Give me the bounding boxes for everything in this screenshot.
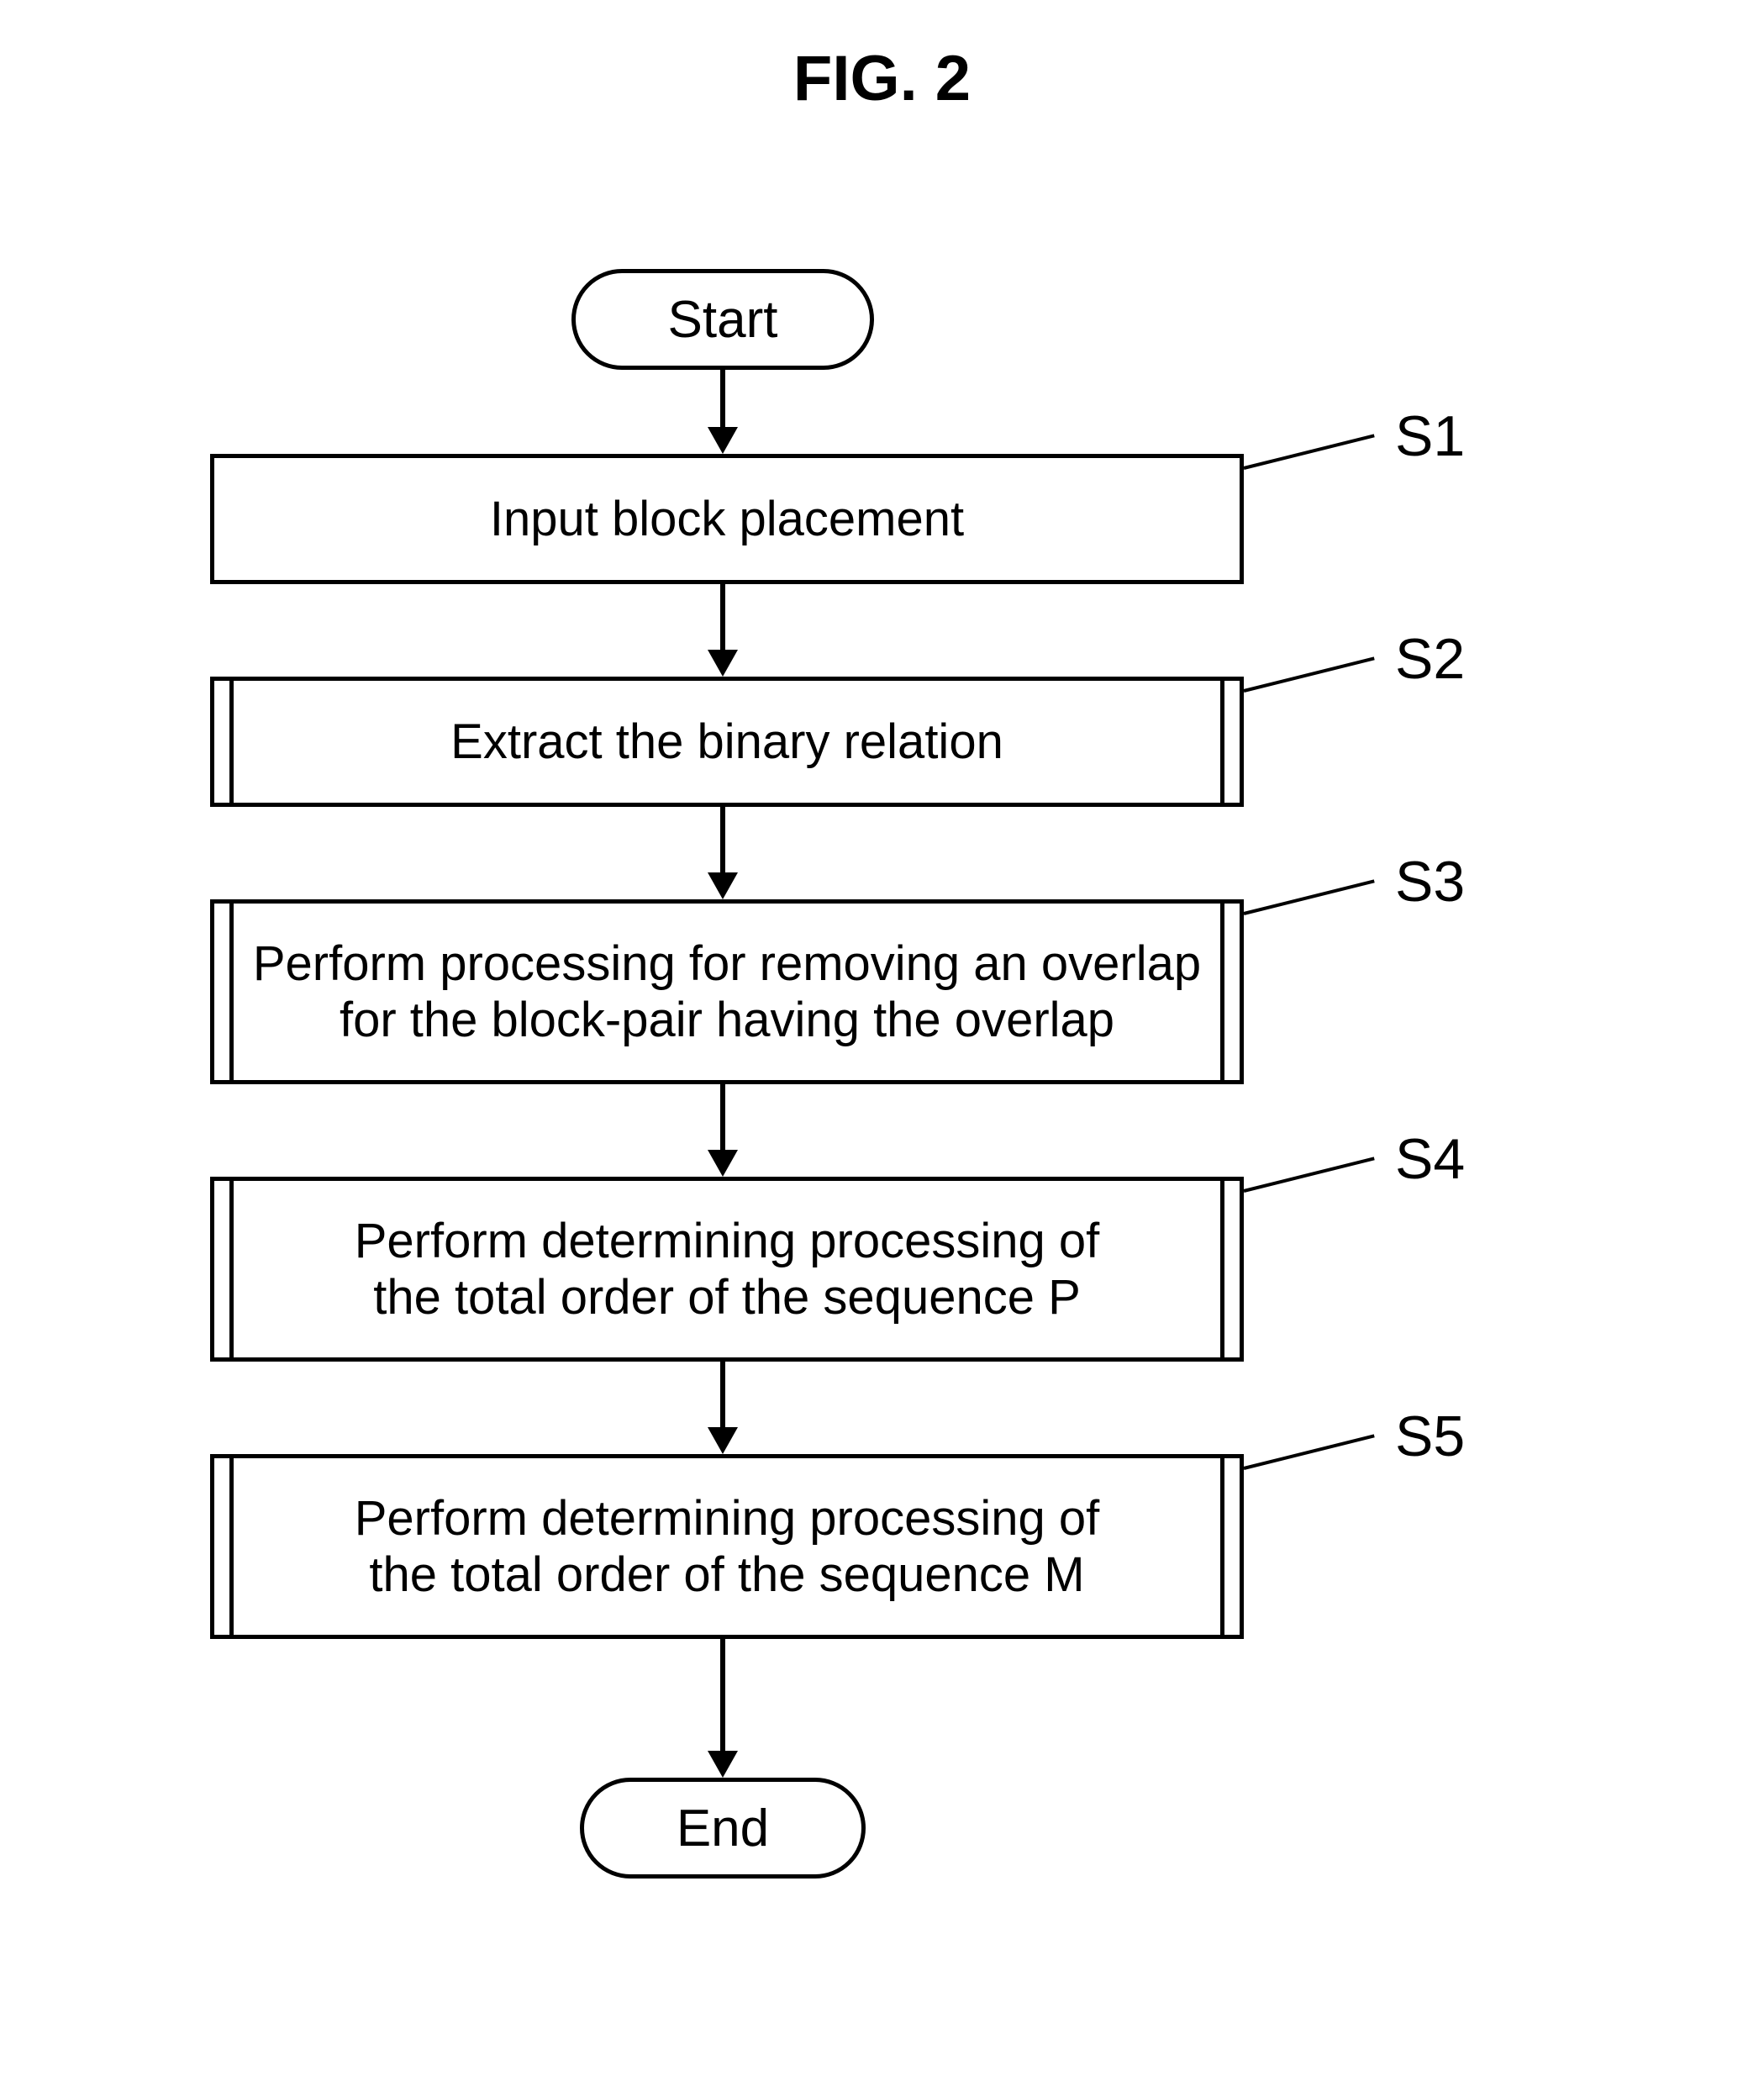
process-node-s3: Perform processing for removing an overl… [210, 899, 1244, 1084]
process-node-s1: Input block placement [210, 454, 1244, 584]
step-label-s2: S2 [1395, 626, 1465, 692]
arrow-head [708, 1751, 738, 1778]
step-label-s3: S3 [1395, 849, 1465, 914]
arrow-line [720, 807, 725, 874]
start-node: Start [571, 269, 874, 370]
step-label-s1: S1 [1395, 403, 1465, 469]
leader-line-s4 [1244, 1157, 1375, 1193]
process-label-s5: Perform determining processing of the to… [355, 1490, 1100, 1603]
end-label: End [677, 1799, 769, 1858]
arrow-line [720, 1639, 725, 1752]
arrow-head [708, 872, 738, 899]
arrow-line [720, 1362, 725, 1429]
leader-line-s2 [1244, 656, 1375, 693]
arrow-head [708, 650, 738, 677]
process-node-s5: Perform determining processing of the to… [210, 1454, 1244, 1639]
process-label-s2: Extract the binary relation [450, 714, 1003, 770]
step-label-s4: S4 [1395, 1126, 1465, 1192]
arrow-line [720, 370, 725, 429]
process-node-s4: Perform determining processing of the to… [210, 1177, 1244, 1362]
process-label-s3: Perform processing for removing an overl… [253, 935, 1201, 1048]
figure-title: FIG. 2 [793, 42, 971, 115]
process-node-s2: Extract the binary relation [210, 677, 1244, 807]
arrow-head [708, 1427, 738, 1454]
step-label-s5: S5 [1395, 1404, 1465, 1469]
start-label: Start [668, 290, 778, 350]
leader-line-s3 [1244, 879, 1375, 915]
process-label-s4: Perform determining processing of the to… [355, 1213, 1100, 1325]
end-node: End [580, 1778, 866, 1879]
process-label-s1: Input block placement [490, 491, 964, 547]
leader-line-s5 [1244, 1434, 1375, 1470]
leader-line-s1 [1244, 434, 1375, 470]
arrow-head [708, 1150, 738, 1177]
arrow-head [708, 427, 738, 454]
arrow-line [720, 1084, 725, 1151]
arrow-line [720, 584, 725, 651]
